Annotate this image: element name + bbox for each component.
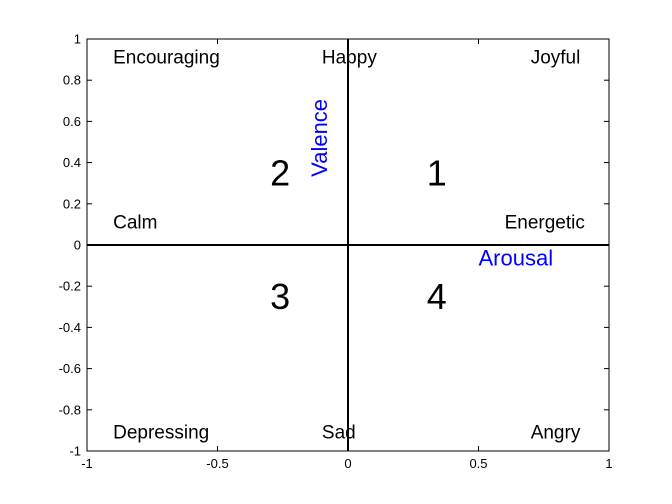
region-label: Encouraging <box>113 48 220 69</box>
y-tick-label: 0 <box>74 238 81 253</box>
quadrant-number: 4 <box>427 276 447 317</box>
y-tick-label: 1 <box>74 32 81 47</box>
quadrant-number: 1 <box>427 152 447 193</box>
region-label: Sad <box>322 423 356 444</box>
axes-layer <box>87 39 609 451</box>
y-tick-label: -0.6 <box>59 361 81 376</box>
valence-axis-label: Valence <box>307 99 332 177</box>
x-tick-label: 1 <box>605 456 612 471</box>
x-tick-label: -0.5 <box>206 456 228 471</box>
region-label: Depressing <box>113 423 209 444</box>
arousal-axis-label: Arousal <box>479 246 554 271</box>
quadrant-number: 3 <box>270 276 290 317</box>
region-label: Energetic <box>505 213 585 234</box>
x-tick-label: 0 <box>344 456 351 471</box>
labels-layer: Encouraging Happy Joyful Calm Energetic Depre… <box>113 48 585 444</box>
region-label: Happy <box>322 48 377 69</box>
y-tick-label: -0.8 <box>59 402 81 417</box>
region-label: Angry <box>531 423 581 444</box>
quadrant-number: 2 <box>270 152 290 193</box>
y-tick-label: -0.4 <box>59 320 81 335</box>
y-tick-label: 0.4 <box>63 155 81 170</box>
ticks-layer: -1 -0.5 0 0.5 1 -1 -0.8 -0.6 -0.4 -0.2 0 0.2 0.4 0.6 0… <box>59 32 613 472</box>
y-tick-label: 0.2 <box>63 196 81 211</box>
x-tick-label: 0.5 <box>469 456 487 471</box>
x-tick-label: -1 <box>81 456 93 471</box>
region-label: Joyful <box>531 48 581 69</box>
y-tick-label: -0.2 <box>59 279 81 294</box>
region-label: Calm <box>113 213 157 234</box>
y-tick-label: 0.6 <box>63 114 81 129</box>
y-tick-label: -1 <box>69 444 81 459</box>
y-tick-label: 0.8 <box>63 73 81 88</box>
